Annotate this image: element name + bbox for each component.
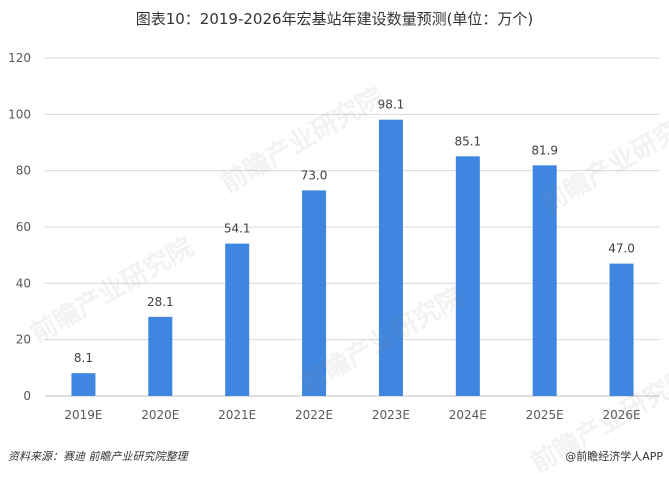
bar [455,156,480,396]
bar [532,165,557,396]
data-label: 28.1 [147,295,174,309]
data-label: 85.1 [454,134,481,148]
source-note: 资料来源：赛迪 前瞻产业研究院整理 [8,450,188,463]
x-tick-label: 2022E [295,408,333,422]
data-label: 98.1 [378,98,405,112]
bar [302,190,327,396]
y-tick-label: 20 [16,333,31,347]
y-tick-label: 100 [8,107,31,121]
y-tick-label: 40 [16,276,31,290]
y-tick-label: 120 [8,51,31,65]
chart-title: 图表10：2019-2026年宏基站年建设数量预测(单位：万个) [135,10,534,28]
data-label: 47.0 [608,242,635,256]
y-tick-label: 0 [23,389,31,403]
data-label: 54.1 [224,222,251,236]
x-tick-label: 2021E [218,408,256,422]
bar [609,263,634,396]
bar [225,243,250,396]
x-tick-label: 2020E [141,408,179,422]
x-tick-label: 2025E [526,408,564,422]
bar [378,119,403,396]
x-tick-label: 2026E [603,408,641,422]
credit-note: @前瞻经济学人APP [565,450,663,463]
data-label: 73.0 [301,168,328,182]
data-label: 81.9 [531,143,558,157]
x-tick-label: 2024E [449,408,487,422]
x-tick-label: 2019E [64,408,102,422]
bar [71,373,96,396]
x-tick-label: 2023E [372,408,410,422]
bar [148,316,173,396]
y-tick-label: 60 [16,220,31,234]
y-tick-label: 80 [16,164,31,178]
data-label: 8.1 [74,351,93,365]
